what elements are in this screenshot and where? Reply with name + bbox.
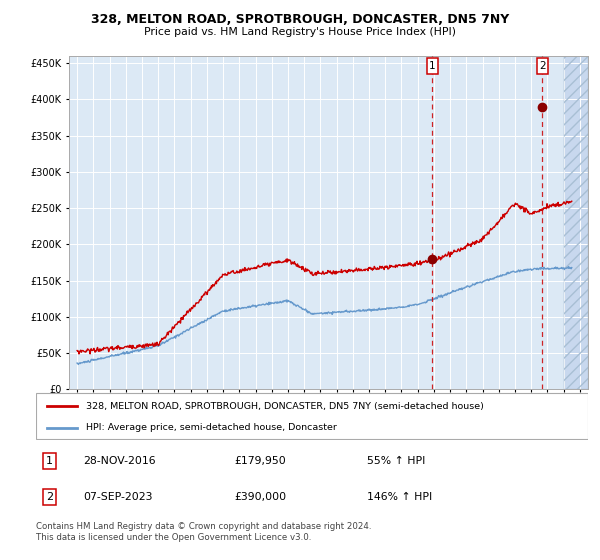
Text: 146% ↑ HPI: 146% ↑ HPI [367, 492, 433, 502]
Text: HPI: Average price, semi-detached house, Doncaster: HPI: Average price, semi-detached house,… [86, 423, 337, 432]
Text: Contains HM Land Registry data © Crown copyright and database right 2024.
This d: Contains HM Land Registry data © Crown c… [36, 522, 371, 542]
Bar [563, 56, 588, 389]
Text: £390,000: £390,000 [235, 492, 287, 502]
Text: 28-NOV-2016: 28-NOV-2016 [83, 456, 155, 466]
Text: 1: 1 [46, 456, 53, 466]
Text: 55% ↑ HPI: 55% ↑ HPI [367, 456, 425, 466]
Text: 328, MELTON ROAD, SPROTBROUGH, DONCASTER, DN5 7NY (semi-detached house): 328, MELTON ROAD, SPROTBROUGH, DONCASTER… [86, 402, 484, 411]
Text: 2: 2 [539, 61, 546, 71]
Text: 1: 1 [429, 61, 436, 71]
Text: Price paid vs. HM Land Registry's House Price Index (HPI): Price paid vs. HM Land Registry's House … [144, 27, 456, 37]
Text: 328, MELTON ROAD, SPROTBROUGH, DONCASTER, DN5 7NY: 328, MELTON ROAD, SPROTBROUGH, DONCASTER… [91, 13, 509, 26]
Text: £179,950: £179,950 [235, 456, 286, 466]
FancyBboxPatch shape [36, 393, 588, 438]
Text: 2: 2 [46, 492, 53, 502]
Text: 07-SEP-2023: 07-SEP-2023 [83, 492, 152, 502]
Bar [563, 56, 588, 389]
